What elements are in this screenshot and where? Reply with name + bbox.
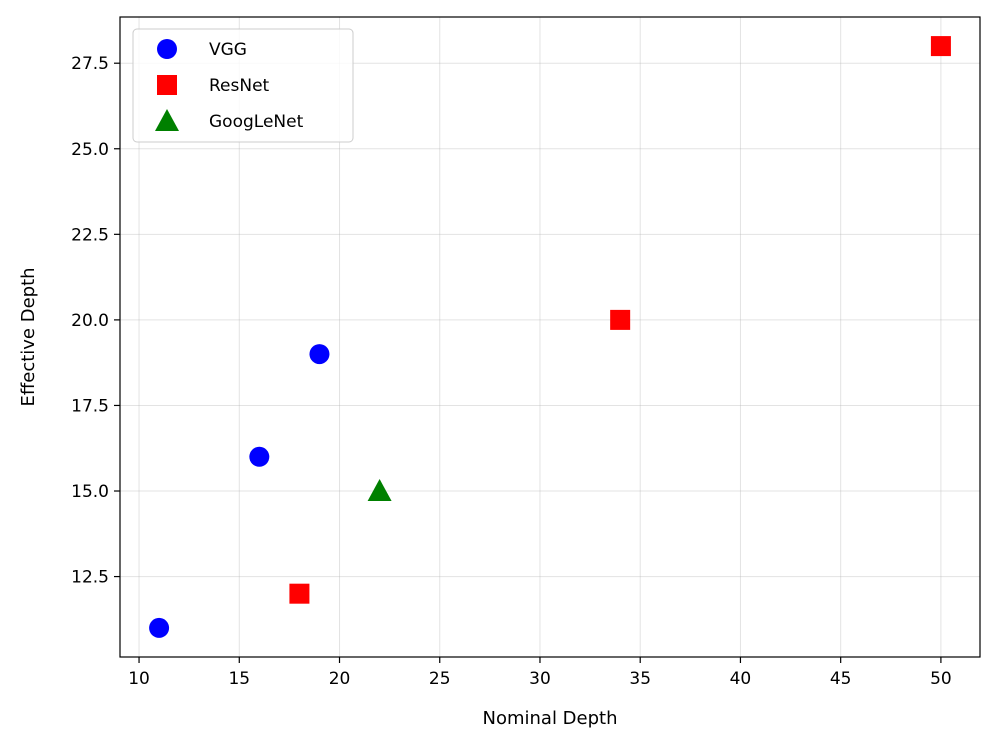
legend-vgg-marker (157, 39, 177, 59)
plot-area-frame (119, 16, 981, 658)
legend-resnet-marker (157, 75, 177, 95)
legend-box (132, 28, 354, 143)
vgg-point (249, 446, 270, 467)
x-tick-label: 35 (629, 669, 651, 689)
legend-vgg-label: VGG (209, 40, 247, 60)
x-axis-label: Nominal Depth (483, 708, 618, 729)
x-tick-label: 45 (830, 669, 852, 689)
y-tick-label: 20.0 (71, 311, 109, 331)
y-axis-label: Effective Depth (18, 267, 39, 406)
resnet-point (930, 36, 951, 57)
resnet-point (289, 583, 310, 604)
legend-googlenet-marker (155, 109, 179, 131)
data-points (149, 36, 951, 638)
axis-ticks: 10 15 20 25 30 35 40 45 50 12.5 15.0 17.5 20.0 22.5 25… (71, 54, 952, 689)
legend-resnet-label: ResNet (209, 76, 270, 96)
y-tick-label: 22.5 (71, 225, 109, 245)
x-tick-label: 15 (228, 669, 250, 689)
x-tick-label: 30 (529, 669, 551, 689)
x-tick-label: 10 (128, 669, 150, 689)
x-tick-label: 25 (429, 669, 451, 689)
googlenet-point (367, 479, 392, 502)
y-tick-label: 25.0 (71, 140, 109, 160)
legend: VGG ResNet GoogLeNet (132, 28, 354, 143)
x-tick-label: 40 (730, 669, 752, 689)
x-tick-label: 20 (329, 669, 351, 689)
grid (120, 17, 980, 657)
legend-googlenet-label: GoogLeNet (209, 112, 304, 132)
resnet-point (610, 309, 631, 330)
y-tick-label: 27.5 (71, 54, 109, 74)
y-tick-label: 12.5 (71, 568, 109, 588)
y-tick-label: 15.0 (71, 482, 109, 502)
y-tick-label: 17.5 (71, 396, 109, 416)
vgg-point (309, 344, 330, 365)
vgg-point (149, 617, 170, 638)
x-tick-label: 50 (930, 669, 952, 689)
